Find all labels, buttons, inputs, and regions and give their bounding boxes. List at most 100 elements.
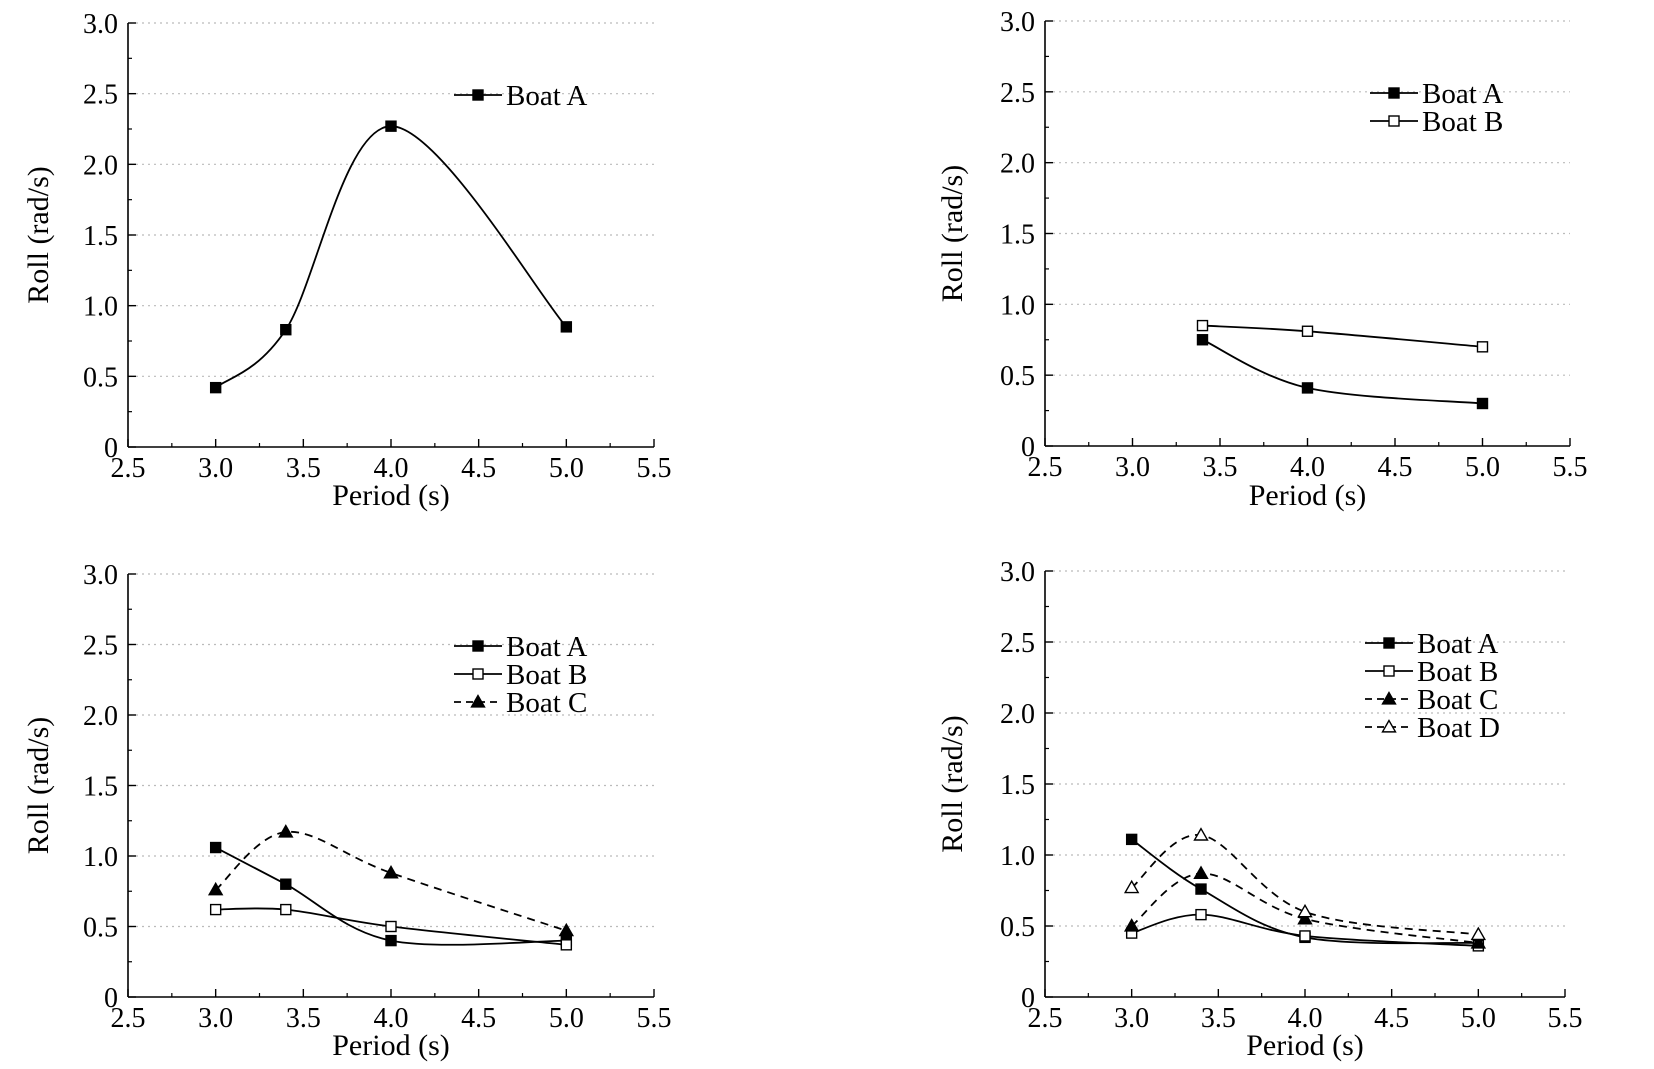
y-tick-label: 2.0 (83, 150, 118, 181)
x-tick-label: 4.0 (1290, 452, 1325, 483)
x-tick-label: 2.5 (111, 453, 146, 484)
series-boat-c (1123, 865, 1487, 949)
y-tick-label: 0.5 (1000, 912, 1035, 943)
y-tick-label: 2.5 (83, 80, 118, 111)
x-axis-title: Period (s) (1246, 1029, 1363, 1062)
x-tick-label: 4.5 (1378, 452, 1413, 483)
data-point (560, 321, 573, 333)
data-point (1195, 883, 1207, 895)
data-point (385, 120, 397, 132)
y-tick-label: 0 (1021, 432, 1035, 463)
x-tick-label: 5.0 (549, 453, 584, 484)
x-tick-label: 5.0 (549, 1003, 584, 1034)
x-tick-label: 4.5 (1374, 1003, 1409, 1034)
legend-label: Boat D (1417, 712, 1500, 744)
legend-swatch-marker (472, 89, 484, 101)
legend-item: Boat A (454, 631, 587, 663)
y-tick-label: 2.5 (1000, 628, 1035, 659)
legend-item: Boat B (1365, 656, 1498, 688)
data-point (209, 841, 222, 854)
data-point (1123, 879, 1140, 894)
x-tick-label: 3.5 (1201, 1003, 1236, 1034)
data-point (1297, 910, 1313, 925)
series-boat-b (1196, 319, 1489, 353)
series-line (215, 907, 567, 946)
series-line (1131, 913, 1479, 947)
x-tick-label: 3.5 (286, 453, 321, 484)
x-tick-label: 5.5 (637, 453, 672, 484)
y-tick-label: 1.0 (83, 842, 118, 873)
y-tick-label: 1.5 (83, 772, 118, 803)
data-point (558, 922, 575, 937)
legend-label: Boat A (506, 631, 587, 663)
x-tick-label: 4.0 (374, 1003, 409, 1034)
y-axis-title: Roll (rad/s) (22, 717, 55, 854)
legend-item: Boat A (1370, 78, 1503, 110)
x-tick-label: 2.5 (1028, 452, 1063, 483)
data-point (1196, 334, 1209, 346)
data-point (1476, 397, 1489, 410)
x-tick-label: 2.5 (1028, 1003, 1063, 1034)
legend-item: Boat D (1365, 712, 1500, 744)
data-point (1470, 935, 1487, 949)
legend-item: Boat A (1365, 628, 1498, 660)
y-tick-label: 3.0 (1000, 7, 1035, 38)
legend-label: Boat A (1417, 628, 1498, 660)
series-line (1131, 834, 1479, 936)
series-line (215, 846, 567, 946)
data-point (280, 903, 292, 916)
y-tick-label: 1.0 (83, 292, 118, 323)
x-tick-label: 3.5 (286, 1003, 321, 1034)
x-tick-label: 5.5 (1548, 1003, 1583, 1034)
y-tick-label: 0 (104, 983, 118, 1014)
series-boat-c (207, 824, 575, 937)
data-point (1195, 908, 1207, 921)
y-tick-label: 2.0 (1000, 149, 1035, 180)
legend: Boat A (454, 80, 587, 112)
y-tick-label: 2.0 (83, 701, 118, 732)
y-tick-label: 1.0 (1000, 290, 1035, 321)
data-point (207, 881, 224, 896)
legend-swatch-marker (1388, 115, 1400, 127)
y-axis-title: Roll (rad/s) (22, 166, 55, 303)
data-point (1125, 833, 1138, 846)
legend-item: Boat C (1365, 684, 1498, 716)
legend-label: Boat B (506, 659, 587, 691)
y-tick-label: 3.0 (83, 560, 118, 591)
x-tick-label: 4.0 (1288, 1003, 1323, 1034)
data-point (1301, 325, 1314, 337)
data-point (280, 323, 292, 336)
x-tick-label: 5.5 (1553, 452, 1588, 483)
data-point (1196, 319, 1209, 332)
series-line (1202, 338, 1483, 405)
x-tick-label: 5.0 (1461, 1003, 1496, 1034)
legend-label: Boat C (1417, 684, 1498, 716)
data-point (1297, 903, 1313, 918)
y-tick-label: 1.5 (1000, 220, 1035, 251)
data-point (280, 878, 292, 890)
data-point (385, 920, 397, 933)
legend-item: Boat B (454, 659, 587, 691)
y-axis-title: Roll (rad/s) (936, 165, 969, 302)
y-tick-label: 0.5 (83, 362, 118, 393)
x-axis-title: Period (s) (332, 479, 449, 512)
series-boat-a (209, 120, 573, 394)
legend-item: Boat C (454, 687, 587, 719)
x-axis-title: Period (s) (332, 1029, 449, 1062)
series-line (215, 125, 567, 389)
data-point (209, 903, 222, 916)
data-point (1476, 341, 1489, 353)
series-boat-a (1196, 334, 1489, 410)
x-tick-label: 3.5 (1203, 452, 1238, 483)
series-line (1131, 872, 1479, 944)
legend-label: Boat A (506, 80, 587, 112)
data-point (1301, 382, 1314, 394)
legend-item: Boat A (454, 80, 587, 112)
y-tick-label: 0.5 (1000, 361, 1035, 392)
x-tick-label: 3.0 (1114, 1003, 1149, 1034)
y-axis-title: Roll (rad/s) (936, 715, 969, 852)
legend-swatch-marker (1381, 691, 1397, 705)
legend-swatch-marker (1383, 637, 1395, 649)
